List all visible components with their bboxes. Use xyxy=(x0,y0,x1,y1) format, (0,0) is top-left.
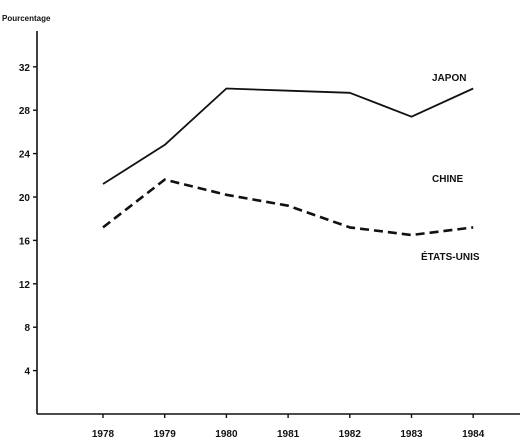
x-tick-label: 1984 xyxy=(462,429,485,440)
y-axis-title: Pourcentage xyxy=(2,14,51,23)
y-tick-label: 4 xyxy=(24,367,30,378)
x-tick-label: 1980 xyxy=(215,429,238,440)
x-ticks: 1978 1979 1980 1981 1982 1983 1984 xyxy=(92,414,485,440)
label-japon: JAPON xyxy=(432,73,466,84)
y-tick-label: 32 xyxy=(19,63,31,74)
series-line-etats-unis xyxy=(102,178,474,237)
y-tick-label: 24 xyxy=(19,150,31,161)
series-lines xyxy=(102,87,474,237)
x-tick-label: 1978 xyxy=(92,429,115,440)
x-tick-label: 1982 xyxy=(339,429,362,440)
series-line-japon xyxy=(102,87,474,185)
y-tick-label: 12 xyxy=(19,280,31,291)
y-tick-label: 20 xyxy=(19,193,31,204)
y-tick-label: 8 xyxy=(24,323,30,334)
x-tick-label: 1981 xyxy=(277,429,300,440)
x-tick-label: 1983 xyxy=(400,429,423,440)
label-chine: CHINE xyxy=(432,174,463,185)
y-tick-label: 16 xyxy=(19,236,31,247)
x-tick-label: 1979 xyxy=(154,429,177,440)
label-etats-unis: ÉTATS-UNIS xyxy=(421,250,480,263)
y-tick-label: 28 xyxy=(19,106,31,117)
y-ticks: 4 8 12 16 20 24 28 32 xyxy=(19,63,37,378)
